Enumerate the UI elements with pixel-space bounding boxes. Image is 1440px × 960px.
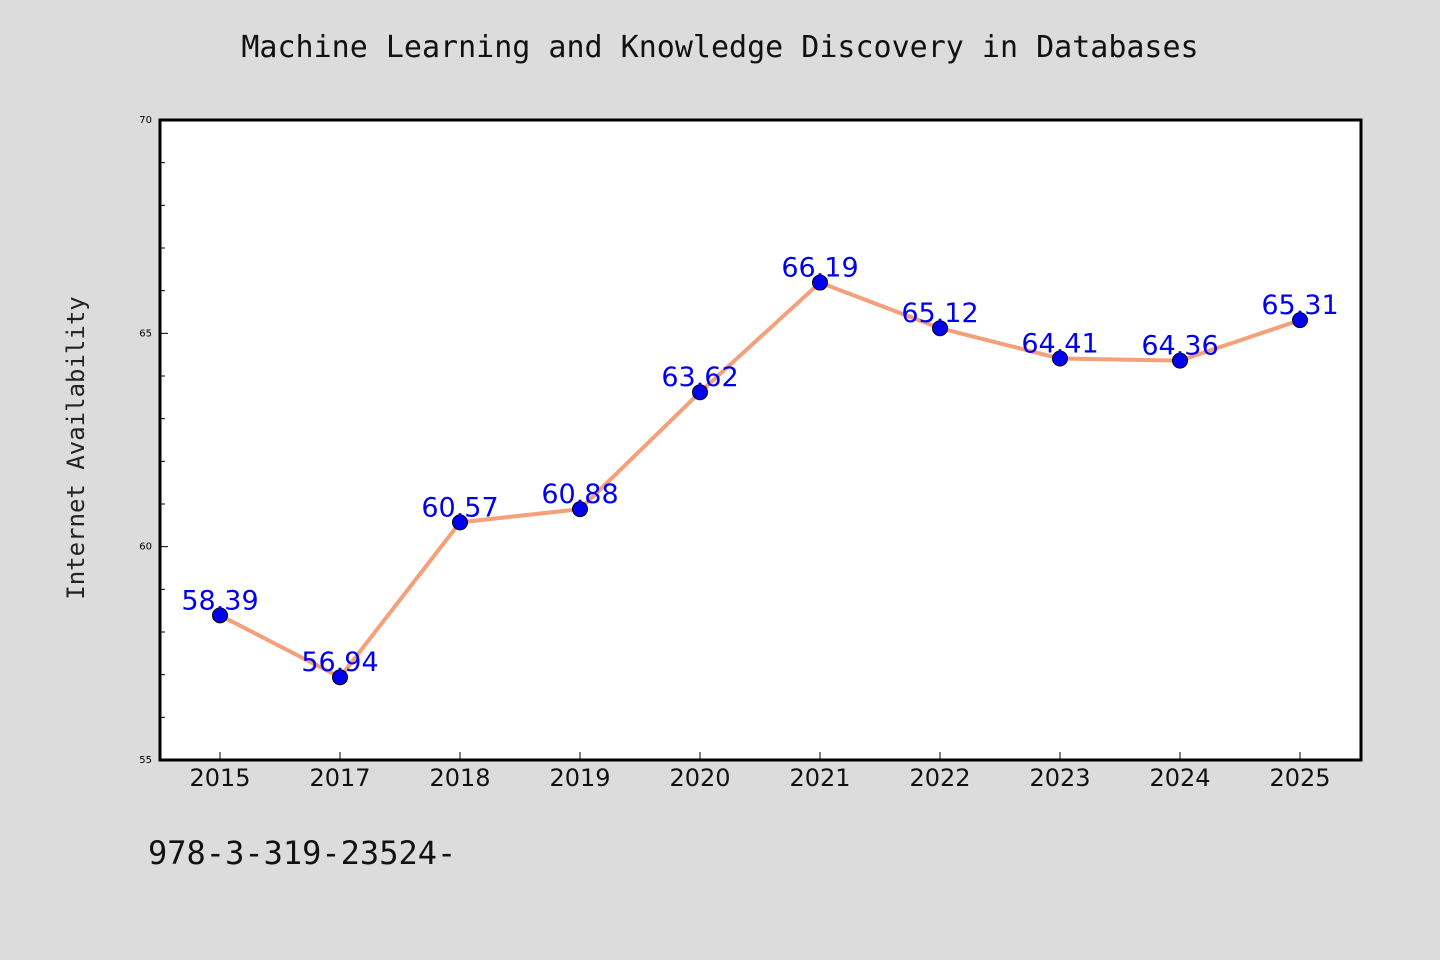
data-point	[332, 669, 348, 686]
data-label: 58.39	[181, 585, 258, 616]
data-label: 65.31	[1261, 290, 1338, 321]
x-tick-label: 2018	[429, 764, 490, 792]
data-point	[1292, 312, 1308, 329]
data-label: 63.62	[661, 362, 738, 393]
x-tick-label: 2019	[549, 764, 610, 792]
y-tick-label: 55	[139, 755, 152, 766]
data-point	[812, 274, 828, 291]
footer-code: 978-3-319-23524-	[148, 834, 457, 872]
data-label: 60.88	[541, 479, 618, 510]
data-label: 56.94	[301, 647, 378, 678]
data-point	[212, 607, 228, 624]
data-point	[932, 320, 948, 337]
chart-title: Machine Learning and Knowledge Discovery…	[241, 30, 1199, 65]
data-label: 64.36	[1141, 331, 1218, 362]
x-tick-label: 2021	[789, 764, 850, 792]
y-tick-label: 70	[139, 115, 152, 126]
data-label: 66.19	[781, 253, 858, 284]
data-label: 64.41	[1021, 329, 1098, 360]
data-point	[572, 501, 588, 518]
data-point	[1172, 352, 1188, 369]
x-tick-label: 2022	[909, 764, 970, 792]
data-point	[692, 384, 708, 401]
x-tick-label: 2017	[309, 764, 370, 792]
y-tick-label: 65	[139, 328, 152, 339]
x-tick-label: 2024	[1149, 764, 1210, 792]
y-tick-label: 60	[139, 542, 152, 553]
series-line	[219, 280, 1301, 680]
axis-ticks: 55 60 65 70 2015 2017 2018 2019 2020 2021 2022 2023…	[139, 115, 1330, 792]
series-group: 58.39 56.94 60.57 60.88 63.62 66.19 65.12 64.41…	[181, 253, 1339, 686]
x-tick-label: 2025	[1269, 764, 1330, 792]
x-tick-label: 2020	[669, 764, 730, 792]
x-tick-label: 2015	[189, 764, 250, 792]
x-tick-label: 2023	[1029, 764, 1090, 792]
data-point	[1052, 350, 1068, 367]
data-label: 65.12	[901, 298, 978, 329]
data-point	[452, 514, 468, 531]
data-label: 60.57	[421, 492, 498, 523]
